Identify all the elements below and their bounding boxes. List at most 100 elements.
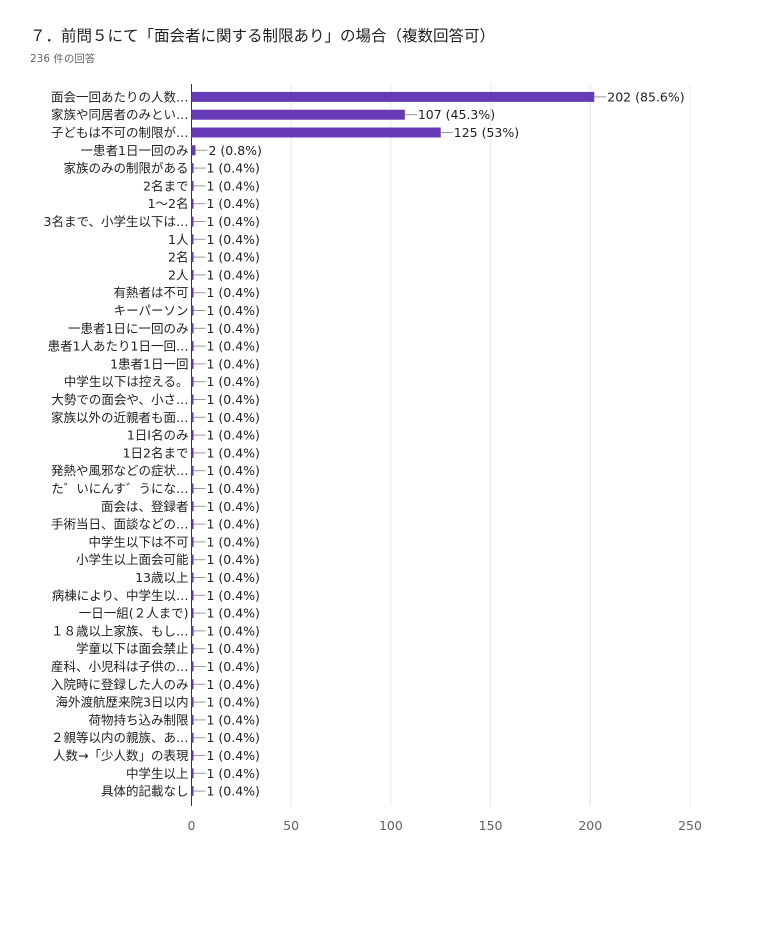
- bar: [191, 323, 194, 334]
- value-label: 1 (0.4%): [206, 695, 259, 710]
- bar: [191, 732, 194, 743]
- value-label: 1 (0.4%): [206, 588, 259, 603]
- category-label: 1人: [168, 232, 189, 247]
- x-tick-label: 0: [188, 818, 196, 833]
- bar: [191, 465, 194, 476]
- value-label: 1 (0.4%): [206, 303, 259, 318]
- bar: [191, 269, 194, 280]
- category-label: 具体的記載なし: [101, 784, 189, 799]
- value-label: 1 (0.4%): [206, 445, 259, 460]
- bar: [191, 661, 194, 672]
- category-label: 大勢での面会や、小さ…: [51, 392, 188, 407]
- bar: [191, 590, 194, 601]
- category-label: 入院時に登録した人のみ: [51, 677, 189, 692]
- value-label: 1 (0.4%): [206, 339, 259, 354]
- bar: [191, 768, 194, 779]
- category-label: 病棟により、中学生以…: [52, 588, 189, 603]
- x-tick-label: 100: [379, 818, 403, 833]
- value-label: 1 (0.4%): [206, 712, 259, 727]
- bar: [191, 447, 194, 458]
- bar: [191, 287, 194, 298]
- value-label: 1 (0.4%): [206, 517, 259, 532]
- category-label: キーパーソン: [114, 303, 189, 318]
- value-label: 125 (53%): [454, 125, 519, 140]
- value-label: 1 (0.4%): [206, 356, 259, 371]
- bar: [191, 145, 196, 156]
- bar: [191, 163, 194, 174]
- value-label: 1 (0.4%): [206, 499, 259, 514]
- bar: [191, 430, 194, 441]
- bar: [191, 786, 194, 797]
- value-label: 1 (0.4%): [206, 392, 259, 407]
- category-label: 家族のみの制限がある: [63, 161, 188, 176]
- category-label: 1日2名まで: [123, 445, 189, 460]
- value-label: 202 (85.6%): [607, 89, 684, 104]
- value-label: 1 (0.4%): [206, 784, 259, 799]
- value-label: 1 (0.4%): [206, 267, 259, 282]
- bar: [191, 109, 405, 120]
- bar: [191, 536, 194, 547]
- value-label: 2 (0.8%): [208, 143, 261, 158]
- bar: [191, 643, 194, 654]
- value-label: 1 (0.4%): [206, 428, 259, 443]
- chart-title: ７．前問５にて「面会者に関する制限あり」の場合（複数回答可）: [30, 27, 496, 45]
- value-label: 1 (0.4%): [206, 552, 259, 567]
- bar: [191, 750, 194, 761]
- value-label: 1 (0.4%): [206, 641, 259, 656]
- category-label: 1日I名のみ: [127, 428, 189, 443]
- category-label: 学童以下は面会禁止: [76, 641, 189, 656]
- category-label: 中学生以下は不可: [88, 534, 188, 549]
- category-label: 人数→「少人数」の表現: [53, 748, 189, 763]
- category-label: 海外渡航歴来院3日以内: [56, 695, 189, 710]
- category-label: 3名まで、小学生以下は…: [44, 214, 189, 229]
- value-label: 1 (0.4%): [206, 285, 259, 300]
- value-label: 1 (0.4%): [206, 534, 259, 549]
- bar: [191, 341, 194, 352]
- value-label: 1 (0.4%): [206, 178, 259, 193]
- category-label: 一患者1日一回のみ: [81, 143, 189, 158]
- value-label: 1 (0.4%): [206, 730, 259, 745]
- bar: [191, 252, 194, 263]
- value-label: 1 (0.4%): [206, 623, 259, 638]
- category-label: 一患者1日に一回のみ: [68, 321, 188, 336]
- value-label: 1 (0.4%): [206, 196, 259, 211]
- value-label: 1 (0.4%): [206, 410, 259, 425]
- response-count: 236 件の回答: [30, 53, 96, 65]
- value-label: 1 (0.4%): [206, 161, 259, 176]
- category-label: 2名: [168, 250, 188, 265]
- bar: [191, 501, 194, 512]
- category-label: ２親等以内の親族、あ…: [51, 730, 189, 745]
- bar: [191, 358, 194, 369]
- value-label: 1 (0.4%): [206, 748, 259, 763]
- value-label: 1 (0.4%): [206, 481, 259, 496]
- bar: [191, 216, 194, 227]
- category-label: 発熱や風邪などの症状…: [51, 463, 189, 478]
- x-tick-label: 250: [678, 818, 702, 833]
- bar: [191, 412, 194, 423]
- bar: [191, 697, 194, 708]
- bar: [191, 305, 194, 316]
- category-label: 一日一組(２人まで): [79, 606, 189, 621]
- x-tick-label: 150: [479, 818, 503, 833]
- category-label: 面会一回あたりの人数…: [51, 89, 189, 104]
- bar: [191, 625, 194, 636]
- category-label: 中学生以下は控える。: [64, 374, 189, 389]
- category-label: 1〜2名: [148, 196, 189, 211]
- bar: [191, 127, 441, 138]
- bar: [191, 376, 194, 387]
- category-label: 家族以外の近親者も面…: [51, 410, 189, 425]
- value-label: 1 (0.4%): [206, 250, 259, 265]
- bar: [191, 714, 194, 725]
- value-label: 1 (0.4%): [206, 321, 259, 336]
- bar: [191, 91, 595, 102]
- value-label: 1 (0.4%): [206, 463, 259, 478]
- category-label: 子どもは不可の制限が…: [51, 125, 189, 140]
- category-label: 小学生以上面会可能: [76, 552, 189, 567]
- value-label: 1 (0.4%): [206, 374, 259, 389]
- category-label: 有熱者は不可: [113, 285, 188, 300]
- category-label: 患者1人あたり1日一回…: [48, 339, 189, 354]
- category-label: 手術当日、面談などの…: [51, 517, 189, 532]
- category-label: 2人: [168, 267, 189, 282]
- category-label: １８歳以上家族、もし…: [51, 623, 189, 638]
